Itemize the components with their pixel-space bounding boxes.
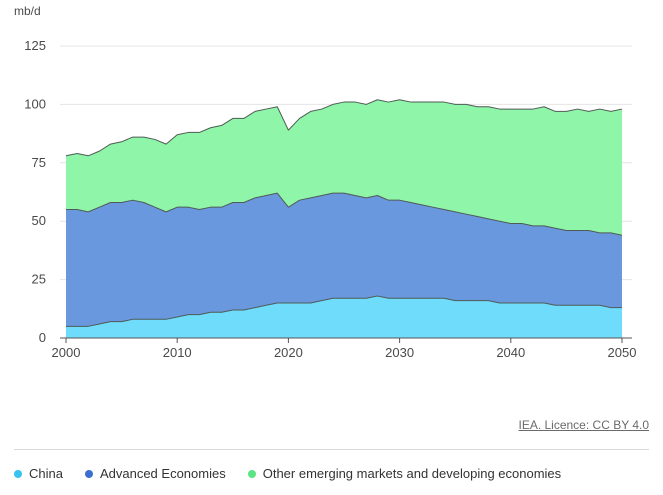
- axes: mb/d 0 25 50 75 100 125 2000 2010 2020 2030 2040 20…: [14, 4, 636, 360]
- area-chart: mb/d 0 25 50 75 100 125 2000 2010 2020 2030 2040 20…: [14, 4, 636, 360]
- stacked-areas: [65, 99, 623, 338]
- y-tick-label-50: 50: [32, 213, 46, 228]
- x-tick-label-2000: 2000: [52, 345, 81, 360]
- legend-label-advanced-economies: Advanced Economies: [99, 466, 226, 481]
- licence-credit-link[interactable]: IEA. Licence: CC BY 4.0: [518, 418, 649, 432]
- legend-label-emerging-markets: Other emerging markets and developing ec…: [262, 466, 562, 481]
- legend-label-china: China: [29, 466, 63, 481]
- legend-swatch-china: [14, 469, 22, 478]
- legend: China Advanced Economies Other emerging …: [14, 466, 561, 481]
- area-other-emerging-markets-and-developing-economies[interactable]: [66, 99, 622, 236]
- divider: [14, 449, 649, 450]
- y-tick-label-0: 0: [39, 330, 46, 345]
- y-axis-unit-label: mb/d: [14, 4, 41, 18]
- area-china[interactable]: [66, 295, 622, 338]
- legend-item-china[interactable]: China: [14, 466, 63, 481]
- x-tick-label-2020: 2020: [274, 345, 303, 360]
- legend-swatch-advanced-economies: [84, 469, 93, 478]
- y-tick-label-125: 125: [24, 38, 46, 53]
- line-advanced-economies: [66, 192, 623, 236]
- x-tick-label-2010: 2010: [163, 345, 192, 360]
- y-tick-label-25: 25: [32, 272, 46, 287]
- legend-swatch-emerging-markets: [247, 469, 256, 478]
- x-tick-label-2050: 2050: [608, 345, 637, 360]
- y-tick-label-75: 75: [32, 155, 46, 170]
- line-other-emerging-markets-and-developing-economies: [65, 99, 623, 157]
- area-advanced-economies[interactable]: [66, 193, 622, 327]
- legend-item-advanced-economies[interactable]: Advanced Economies: [84, 466, 226, 481]
- legend-item-emerging-markets[interactable]: Other emerging markets and developing ec…: [247, 466, 562, 481]
- line-china: [66, 295, 622, 327]
- y-tick-label-100: 100: [24, 96, 46, 111]
- x-tick-label-2040: 2040: [496, 345, 525, 360]
- x-tick-label-2030: 2030: [385, 345, 414, 360]
